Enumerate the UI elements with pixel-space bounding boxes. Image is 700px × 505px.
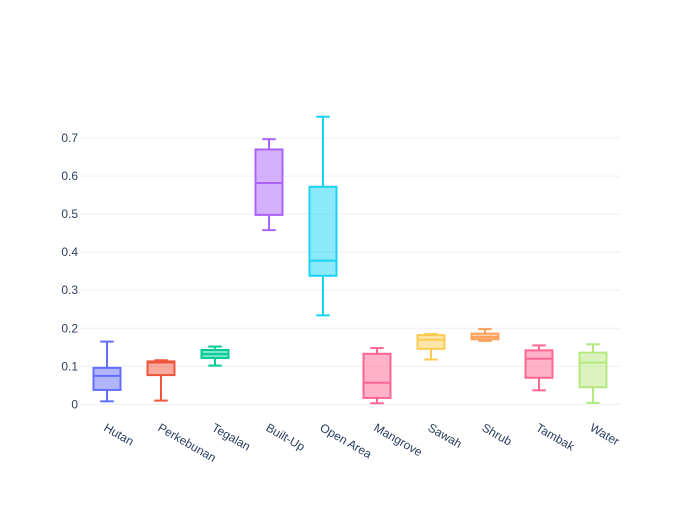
box-body <box>146 360 176 377</box>
x-tick-label: Mangrove <box>372 420 425 459</box>
y-tick-label: 0.3 <box>61 283 78 297</box>
y-tick-label: 0.2 <box>61 321 78 335</box>
boxes <box>92 115 608 405</box>
y-tick-label: 0.6 <box>61 169 78 183</box>
x-tick-label: Sawah <box>426 420 465 450</box>
x-tick-label: Hutan <box>102 420 137 448</box>
x-tick-label: Tegalan <box>210 420 253 453</box>
x-tick-label: Perkebunan <box>156 420 219 464</box>
x-tick-label: Tambak <box>534 420 578 454</box>
x-tick-label: Open Area <box>318 420 375 461</box>
y-tick-label: 0 <box>71 397 78 411</box>
box-body <box>308 185 338 277</box>
y-tick-label: 0.5 <box>61 207 78 221</box>
y-tick-label: 0.1 <box>61 359 78 373</box>
box-tambak[interactable] <box>524 344 554 392</box>
box-body <box>92 366 122 391</box>
box-tegalan[interactable] <box>200 345 230 367</box>
y-tick-label: 0.7 <box>61 131 78 145</box>
box-body <box>416 334 446 350</box>
box-body <box>524 349 554 379</box>
x-tick-label: Water <box>588 420 622 448</box>
x-tick-label: Built-Up <box>264 420 308 454</box>
box-water[interactable] <box>578 343 608 404</box>
box-body <box>362 352 392 399</box>
box-body <box>578 351 608 389</box>
box-shrub[interactable] <box>470 328 500 342</box>
box-open-area[interactable] <box>308 115 338 317</box>
box-sawah[interactable] <box>416 333 446 361</box>
y-tick-label: 0.4 <box>61 245 78 259</box>
box-hutan[interactable] <box>92 340 122 403</box>
box-perkebunan[interactable] <box>146 359 176 402</box>
box-mangrove[interactable] <box>362 347 392 405</box>
x-tick-label: Shrub <box>480 420 515 448</box>
y-axis-ticks: 0 0.1 0.2 0.3 0.4 0.5 0.6 0.7 <box>61 131 78 411</box>
box-built-up[interactable] <box>254 138 284 232</box>
